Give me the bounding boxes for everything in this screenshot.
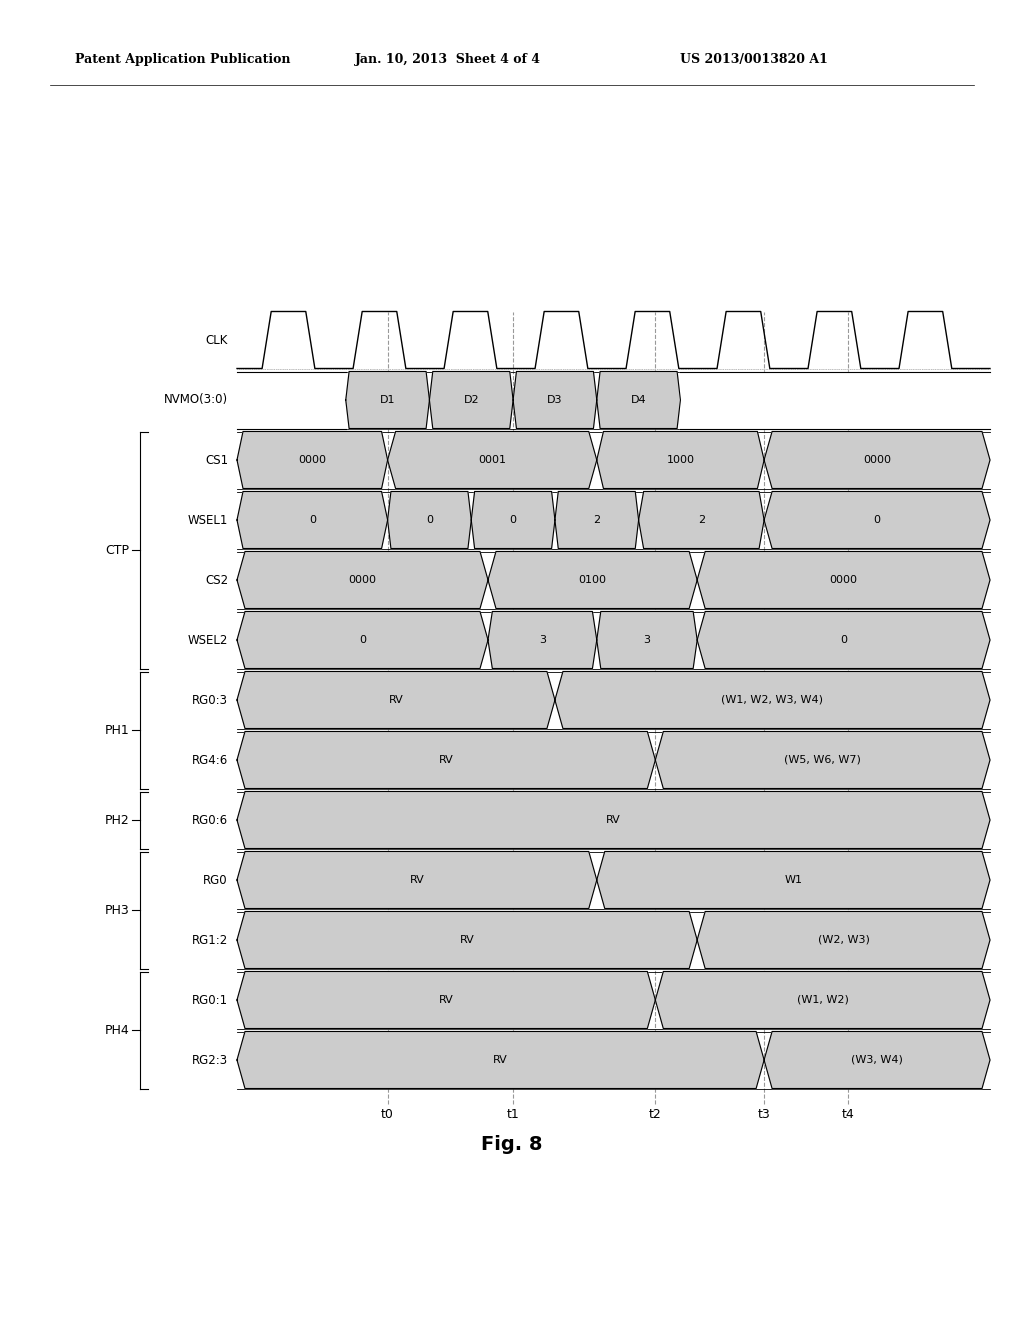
Text: RV: RV [460, 935, 474, 945]
Polygon shape [697, 912, 990, 969]
Text: PH2: PH2 [104, 813, 129, 826]
Text: W1: W1 [784, 875, 803, 884]
Polygon shape [237, 552, 488, 609]
Polygon shape [237, 731, 655, 788]
Text: 3: 3 [643, 635, 650, 645]
Polygon shape [237, 851, 597, 908]
Text: t0: t0 [381, 1109, 394, 1122]
Text: RV: RV [494, 1055, 508, 1065]
Polygon shape [597, 851, 990, 908]
Text: 0: 0 [510, 515, 516, 525]
Text: (W3, W4): (W3, W4) [851, 1055, 903, 1065]
Text: US 2013/0013820 A1: US 2013/0013820 A1 [680, 54, 827, 66]
Polygon shape [388, 491, 471, 549]
Text: PH4: PH4 [104, 1023, 129, 1036]
Polygon shape [237, 792, 990, 849]
Text: RV: RV [439, 995, 454, 1005]
Text: 0000: 0000 [298, 455, 327, 465]
Polygon shape [237, 1031, 764, 1089]
Text: 0000: 0000 [829, 576, 857, 585]
Text: RV: RV [439, 755, 454, 766]
Polygon shape [764, 491, 990, 549]
Polygon shape [697, 552, 990, 609]
Polygon shape [655, 972, 990, 1028]
Text: NVMO(3:0): NVMO(3:0) [164, 393, 228, 407]
Text: 0: 0 [840, 635, 847, 645]
Text: Fig. 8: Fig. 8 [481, 1135, 543, 1155]
Text: CLK: CLK [206, 334, 228, 346]
Polygon shape [471, 491, 555, 549]
Polygon shape [655, 731, 990, 788]
Polygon shape [237, 972, 655, 1028]
Polygon shape [388, 432, 597, 488]
Text: 1000: 1000 [667, 455, 694, 465]
Text: 2: 2 [593, 515, 600, 525]
Polygon shape [680, 371, 990, 429]
Polygon shape [597, 611, 697, 668]
Polygon shape [429, 371, 513, 429]
Text: WSEL2: WSEL2 [187, 634, 228, 647]
Text: D2: D2 [464, 395, 479, 405]
Text: D4: D4 [631, 395, 646, 405]
Text: CS1: CS1 [205, 454, 228, 466]
Polygon shape [639, 491, 764, 549]
Text: Patent Application Publication: Patent Application Publication [75, 54, 291, 66]
Text: RG0:1: RG0:1 [191, 994, 228, 1006]
Text: 0: 0 [426, 515, 433, 525]
Text: 0: 0 [309, 515, 315, 525]
Text: RG1:2: RG1:2 [191, 933, 228, 946]
Text: t2: t2 [649, 1109, 662, 1122]
Text: (W1, W2, W3, W4): (W1, W2, W3, W4) [722, 696, 823, 705]
Polygon shape [513, 371, 597, 429]
Text: Jan. 10, 2013  Sheet 4 of 4: Jan. 10, 2013 Sheet 4 of 4 [355, 54, 541, 66]
Polygon shape [764, 432, 990, 488]
Polygon shape [237, 371, 346, 429]
Text: RG0:3: RG0:3 [193, 693, 228, 706]
Polygon shape [237, 672, 555, 729]
Text: CS2: CS2 [205, 573, 228, 586]
Text: t1: t1 [507, 1109, 519, 1122]
Polygon shape [237, 611, 488, 668]
Text: t3: t3 [758, 1109, 770, 1122]
Polygon shape [555, 491, 639, 549]
Text: RV: RV [606, 814, 621, 825]
Text: RV: RV [410, 875, 424, 884]
Polygon shape [555, 672, 990, 729]
Polygon shape [237, 432, 388, 488]
Text: RV: RV [388, 696, 403, 705]
Text: 0: 0 [873, 515, 881, 525]
Text: (W5, W6, W7): (W5, W6, W7) [784, 755, 861, 766]
Text: 3: 3 [539, 635, 546, 645]
Text: RG0: RG0 [204, 874, 228, 887]
Polygon shape [237, 912, 697, 969]
Text: 0: 0 [359, 635, 366, 645]
Text: D3: D3 [547, 395, 562, 405]
Text: WSEL1: WSEL1 [187, 513, 228, 527]
Text: t4: t4 [842, 1109, 854, 1122]
Text: (W1, W2): (W1, W2) [797, 995, 849, 1005]
Text: RG4:6: RG4:6 [191, 754, 228, 767]
Text: RG2:3: RG2:3 [191, 1053, 228, 1067]
Text: 2: 2 [697, 515, 705, 525]
Polygon shape [237, 491, 388, 549]
Text: D1: D1 [380, 395, 395, 405]
Text: CTP: CTP [105, 544, 129, 557]
Text: PH3: PH3 [104, 903, 129, 916]
Text: 0001: 0001 [478, 455, 506, 465]
Polygon shape [597, 371, 680, 429]
Text: PH1: PH1 [104, 723, 129, 737]
Polygon shape [488, 611, 597, 668]
Polygon shape [488, 552, 697, 609]
Text: 0000: 0000 [863, 455, 891, 465]
Text: 0100: 0100 [579, 576, 606, 585]
Text: RG0:6: RG0:6 [191, 813, 228, 826]
Polygon shape [697, 611, 990, 668]
Text: 0000: 0000 [348, 576, 377, 585]
Polygon shape [346, 371, 429, 429]
Text: (W2, W3): (W2, W3) [817, 935, 869, 945]
Polygon shape [597, 432, 764, 488]
Polygon shape [764, 1031, 990, 1089]
